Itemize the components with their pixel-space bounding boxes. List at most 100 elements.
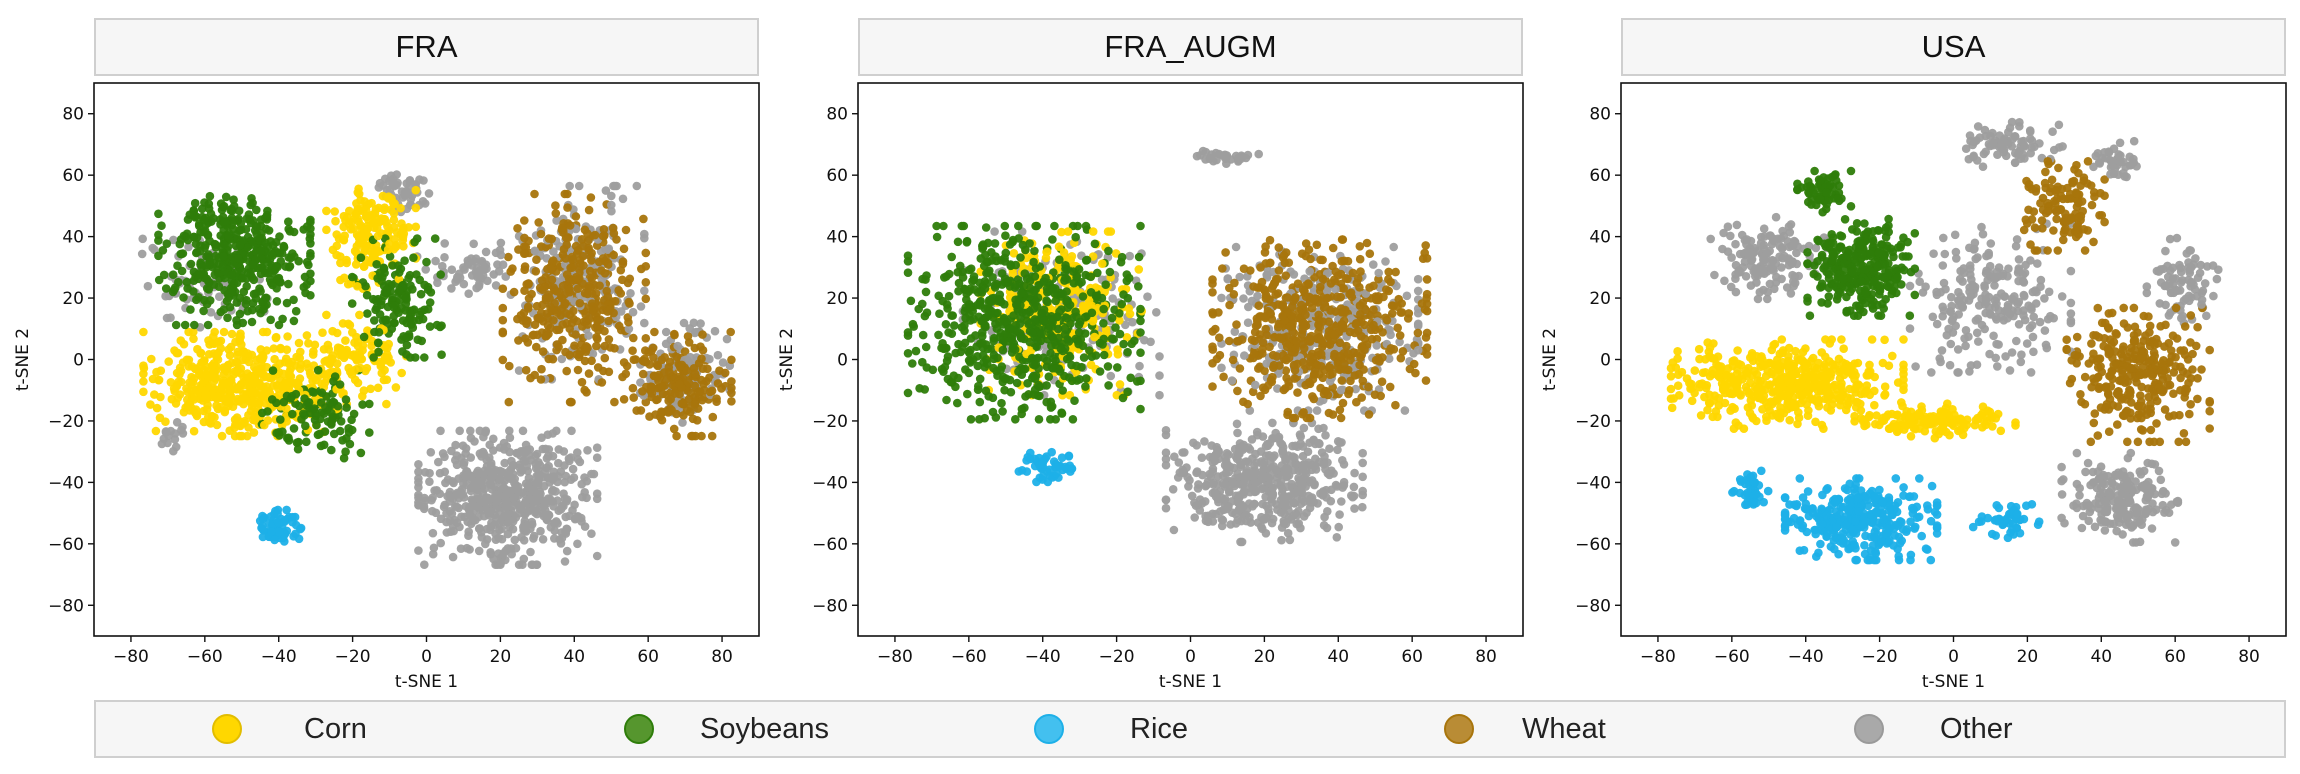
point-rice: [1065, 461, 1075, 471]
point-wheat: [1396, 353, 1406, 363]
point-corn: [304, 339, 313, 348]
point-wheat: [604, 367, 614, 377]
point-rice: [1057, 453, 1067, 463]
point-other: [1170, 452, 1179, 462]
point-corn: [227, 329, 237, 339]
point-other: [471, 515, 480, 525]
point-other: [1296, 432, 1305, 441]
point-other: [1210, 456, 1220, 466]
point-wheat: [530, 320, 540, 330]
point-soybeans: [921, 342, 931, 352]
point-wheat: [1315, 322, 1325, 332]
point-other: [440, 239, 450, 248]
point-other: [428, 493, 437, 503]
point-other: [1384, 354, 1394, 364]
point-soybeans: [272, 297, 282, 306]
point-wheat: [641, 334, 651, 343]
point-wheat: [590, 230, 600, 240]
y-tick-label: 40: [62, 228, 84, 248]
point-wheat: [1343, 349, 1353, 358]
point-wheat: [647, 382, 657, 392]
point-wheat: [587, 256, 596, 265]
point-other: [457, 512, 466, 521]
point-other: [481, 539, 490, 549]
point-wheat: [1324, 408, 1334, 418]
point-wheat: [616, 265, 626, 275]
point-wheat: [1305, 298, 1315, 307]
point-wheat: [600, 341, 609, 351]
point-wheat: [1218, 264, 1227, 273]
point-other: [1257, 457, 1266, 466]
point-other: [1135, 361, 1144, 371]
point-other: [148, 243, 157, 253]
point-other: [1152, 308, 1161, 317]
point-wheat: [696, 342, 705, 352]
point-other: [551, 487, 560, 496]
point-wheat: [565, 310, 575, 320]
point-wheat: [1357, 331, 1366, 341]
point-soybeans: [425, 322, 435, 331]
point-rice: [280, 517, 289, 527]
point-soybeans: [216, 231, 225, 240]
point-other: [1230, 327, 1240, 337]
point-wheat: [1291, 344, 1300, 354]
point-other: [524, 451, 534, 460]
point-corn: [344, 319, 353, 329]
point-corn: [139, 363, 149, 373]
point-other: [447, 284, 456, 293]
point-wheat: [1336, 351, 1345, 361]
point-corn: [219, 327, 229, 337]
point-soybeans: [306, 215, 315, 225]
point-soybeans: [333, 401, 343, 411]
point-corn: [249, 428, 259, 437]
point-wheat: [1372, 295, 1381, 305]
point-soybeans: [341, 447, 350, 457]
point-soybeans: [294, 401, 304, 411]
point-other: [557, 354, 567, 364]
point-soybeans: [294, 256, 304, 266]
point-other: [1276, 495, 1286, 505]
point-other: [560, 494, 570, 504]
point-other: [1413, 286, 1423, 296]
point-wheat: [557, 304, 566, 314]
point-wheat: [641, 248, 651, 258]
point-wheat: [1422, 275, 1432, 284]
point-other: [1319, 423, 1328, 433]
point-wheat: [1344, 389, 1353, 399]
point-wheat: [638, 369, 648, 379]
point-corn: [264, 372, 274, 382]
point-soybeans: [251, 205, 261, 215]
point-other: [479, 432, 488, 442]
point-wheat: [617, 325, 626, 335]
point-wheat: [698, 330, 707, 339]
point-other: [1235, 473, 1244, 482]
point-other: [1325, 376, 1335, 386]
point-other: [1179, 468, 1189, 478]
point-wheat: [1208, 279, 1217, 289]
point-wheat: [524, 279, 533, 289]
point-corn: [333, 343, 343, 353]
point-corn: [376, 361, 386, 371]
point-soybeans: [203, 320, 213, 330]
point-soybeans: [251, 221, 261, 231]
point-wheat: [593, 316, 602, 326]
point-other: [607, 200, 616, 210]
point-corn: [223, 378, 233, 387]
point-wheat: [1272, 352, 1282, 361]
point-corn: [216, 336, 226, 346]
point-wheat: [1374, 274, 1383, 284]
point-wheat: [1293, 279, 1303, 289]
point-corn: [161, 417, 170, 427]
point-other: [673, 341, 682, 351]
point-corn: [1115, 316, 1124, 325]
point-other: [1250, 499, 1259, 509]
y-tick-label: −60: [48, 535, 84, 555]
point-wheat: [573, 365, 583, 375]
point-wheat: [567, 263, 577, 273]
point-corn: [353, 282, 362, 291]
point-soybeans: [402, 340, 412, 350]
point-corn: [189, 395, 199, 404]
point-soybeans: [284, 217, 293, 226]
point-corn: [359, 261, 369, 271]
point-wheat: [1386, 344, 1396, 353]
